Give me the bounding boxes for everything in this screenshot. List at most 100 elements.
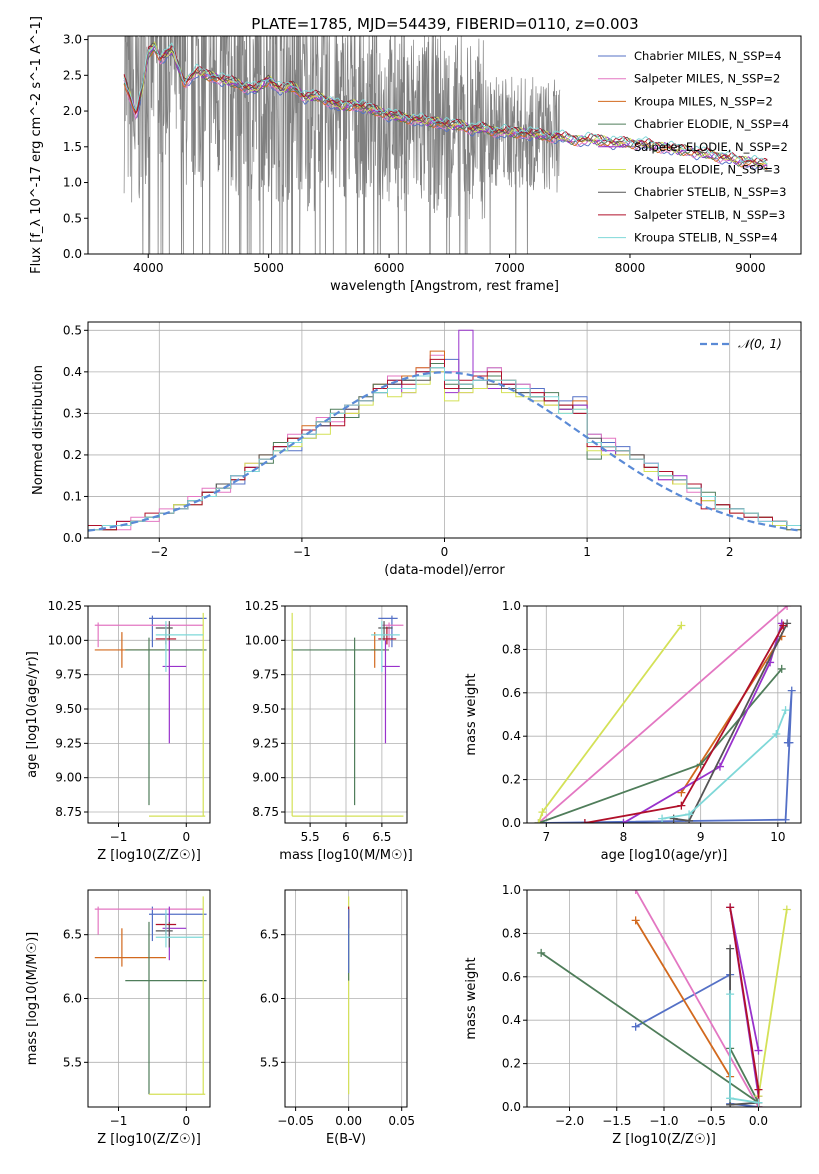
x-tick-label: 2: [726, 545, 734, 559]
y-tick-label: 0.6: [502, 970, 521, 984]
y-tick-label: 1.5: [63, 140, 82, 154]
error-bar-point: [149, 612, 206, 817]
y-tick-label: 6.5: [63, 928, 82, 942]
y-tick-label: 0.0: [63, 531, 82, 545]
plot-area-weight-vs-age: [534, 606, 796, 823]
x-tick-label: 7: [542, 830, 550, 844]
axes-residuals: 𝒩(0, 1) −2 −1 0 1 2 0.0 0.1 0.2 0.3 0.4 0.5 (data-mo…: [31, 321, 802, 578]
weight-marker: [685, 810, 694, 819]
axes-weight-vs-age: 7 8 9 10 0.0 0.2 0.4 0.6 0.8 1.0 age [log10(age/yr…: [464, 599, 802, 863]
weight-line: [634, 919, 731, 1078]
y-tick-label: 3.0: [63, 33, 82, 47]
y-tick-label: 0.8: [502, 642, 521, 656]
y-tick-label: 0.6: [502, 686, 521, 700]
error-bar-point: [94, 622, 204, 648]
y-axis-label: Normed distribution: [31, 365, 46, 495]
x-axis-label: E(B-V): [326, 1132, 366, 1147]
legend-label: Kroupa ELODIE, N_SSP=3: [634, 163, 780, 177]
x-tick-label: −1: [110, 830, 128, 844]
weight-marker: [779, 621, 788, 630]
weight-marker: [715, 762, 724, 771]
legend: 𝒩(0, 1): [700, 337, 782, 351]
weight-marker: [754, 1098, 763, 1107]
weight-line: [538, 606, 788, 823]
y-tick-label: 9.75: [252, 668, 279, 682]
y-tick-label: 5.5: [63, 1055, 82, 1069]
normal-curve: [88, 371, 801, 532]
y-tick-label: 1.0: [63, 176, 82, 190]
weight-marker: [783, 738, 792, 747]
weight-marker: [631, 916, 640, 925]
y-axis-label: mass weight: [464, 957, 479, 1039]
x-axis-label: age [log10(age/yr)]: [601, 848, 728, 863]
error-bar-point: [149, 615, 207, 648]
plot-area-spectrum: [123, 36, 768, 254]
x-tick-label: 0: [441, 545, 449, 559]
error-bar-point: [381, 640, 400, 744]
legend-label: Kroupa STELIB, N_SSP=4: [634, 231, 778, 245]
y-tick-label: 5.5: [260, 1055, 279, 1069]
y-tick-label: 0.2: [502, 773, 521, 787]
legend-label: Salpeter STELIB, N_SSP=3: [634, 208, 785, 222]
x-tick-label: −1: [293, 545, 311, 559]
y-tick-label: 1.0: [502, 599, 521, 613]
x-tick-label: −2.0: [555, 1114, 584, 1128]
legend-label: Salpeter ELODIE, N_SSP=2: [634, 140, 788, 154]
x-axis-label: Z [log10(Z/Z☉)]: [612, 1132, 716, 1147]
y-tick-label: 6.0: [63, 992, 82, 1006]
weight-marker: [619, 819, 628, 823]
y-tick-label: 10.25: [245, 599, 279, 613]
plot-area-weight-vs-z: [537, 890, 791, 1107]
weight-marker: [726, 944, 735, 953]
y-tick-label: 9.75: [55, 668, 82, 682]
x-axis-label: (data-model)/error: [384, 563, 505, 578]
y-tick-label: 0.1: [63, 489, 82, 503]
error-bar-point: [149, 896, 206, 1095]
y-tick-label: 0.8: [502, 926, 521, 940]
weight-marker: [534, 819, 543, 823]
error-bar-point: [155, 921, 173, 948]
model-spectrum-line: [123, 42, 768, 166]
y-tick-label: 2.0: [63, 104, 82, 118]
weight-marker: [754, 1085, 763, 1094]
y-tick-label: 9.50: [252, 702, 279, 716]
weight-line: [634, 890, 760, 1107]
y-tick-label: 9.00: [55, 771, 82, 785]
y-tick-label: 6.0: [260, 992, 279, 1006]
weight-marker: [781, 706, 790, 715]
plot-area-residuals: [88, 329, 801, 532]
weight-line: [757, 909, 788, 1097]
y-tick-label: 0.3: [63, 406, 82, 420]
legend-label: Chabrier ELODIE, N_SSP=4: [634, 117, 789, 131]
error-bar-point: [371, 621, 400, 672]
y-axis-label: mass weight: [464, 673, 479, 755]
legend-label: 𝒩(0, 1): [738, 337, 782, 351]
y-tick-label: 10.00: [245, 633, 279, 647]
weight-marker: [538, 808, 547, 817]
legend-label: Kroupa MILES, N_SSP=2: [634, 94, 773, 108]
x-tick-label: 0.05: [388, 1114, 415, 1128]
y-tick-label: 6.5: [260, 928, 279, 942]
x-axis-label: wavelength [Angstrom, rest frame]: [330, 279, 559, 294]
weight-marker: [772, 730, 781, 739]
y-tick-label: 0.5: [63, 323, 82, 337]
weight-marker: [726, 903, 735, 912]
x-tick-label: 4000: [133, 261, 164, 275]
weight-marker: [777, 664, 786, 673]
y-tick-label: 0.4: [63, 365, 82, 379]
weight-marker: [781, 815, 790, 823]
y-axis-label: mass [log10(M/M☉)]: [25, 932, 40, 1065]
weight-marker: [726, 1094, 735, 1103]
weight-marker: [658, 814, 667, 823]
y-tick-label: 1.0: [502, 883, 521, 897]
weight-line: [680, 635, 783, 794]
x-tick-label: 6000: [374, 261, 405, 275]
y-tick-label: 10.25: [48, 599, 82, 613]
error-bar-point: [292, 637, 390, 806]
weight-marker: [631, 890, 640, 894]
axes-weight-vs-z: −2.0 −1.5 −1.0 −0.5 0.0 0.0 0.2 0.4 0.6 0.8 1.0 Z […: [464, 883, 802, 1147]
x-tick-label: −0.5: [697, 1114, 726, 1128]
y-axis-label: age [log10(age/yr)]: [25, 651, 40, 778]
x-tick-label: −1.5: [602, 1114, 631, 1128]
